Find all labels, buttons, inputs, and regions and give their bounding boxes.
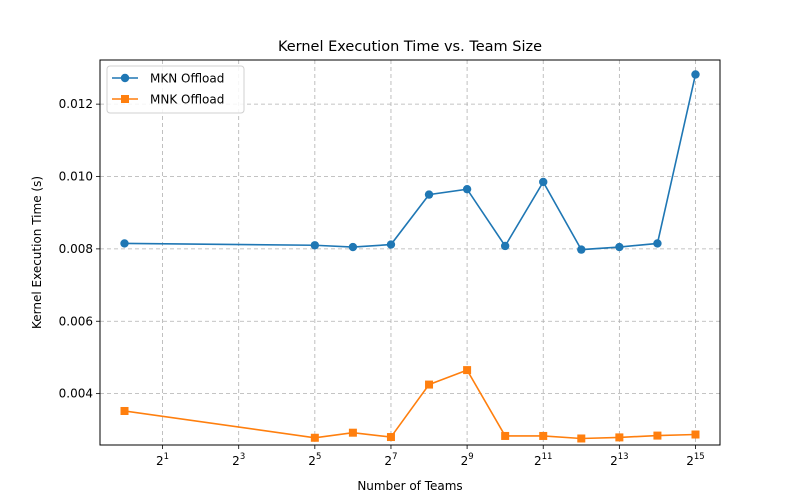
x-tick-label: 29 [461,452,474,468]
series-mkn-offload [120,70,700,254]
y-tick-label: 0.004 [59,387,93,401]
series-layer [120,70,700,443]
x-tick-label-base: 2 [384,454,392,468]
data-point [386,240,396,249]
x-tick-label: 25 [308,452,321,468]
x-tick-label-base: 2 [232,454,240,468]
ticks: 21 23 25 27 29 211 213 2150.0040.0060.0080.0100… [59,97,705,468]
data-point [425,380,434,389]
x-tick-label-base: 2 [461,454,469,468]
legend-item: MNK Offload [112,93,224,107]
series-mnk-offload [120,366,700,443]
data-point [539,431,548,440]
data-point [310,241,320,250]
legend-marker [121,95,129,103]
data-point [463,366,472,375]
data-point [120,406,129,415]
x-tick-label-base: 2 [686,454,694,468]
x-tick-label: 213 [610,452,628,468]
data-point [615,242,624,252]
data-point [120,239,129,248]
x-tick-label: 23 [232,452,245,468]
legend-item: MKN Offload [112,72,224,86]
data-point [500,241,510,251]
x-tick-label: 27 [384,452,397,468]
x-tick-label: 215 [686,452,704,468]
x-tick-label-base: 2 [156,454,164,468]
data-point [462,184,472,194]
x-tick-label-exponent: 9 [468,452,473,462]
x-tick-label-base: 2 [308,454,316,468]
data-point [310,433,319,442]
data-point [386,433,395,442]
y-tick-label: 0.010 [59,170,93,184]
data-point [539,177,548,187]
data-point [653,239,662,248]
data-point [653,431,662,440]
legend-marker [120,73,130,83]
y-tick-label: 0.006 [59,314,93,328]
legend-label: MKN Offload [150,72,224,86]
legend-label: MNK Offload [150,93,224,107]
x-tick-label-exponent: 11 [542,452,553,462]
data-point [424,190,434,199]
x-tick-label-exponent: 1 [164,452,169,462]
x-axis-label: Number of Teams [357,479,462,493]
x-tick-label-exponent: 3 [240,452,245,462]
x-tick-label-exponent: 7 [392,452,397,462]
data-point [577,434,586,443]
chart-title: Kernel Execution Time vs. Team Size [278,39,542,55]
data-point [691,430,700,439]
legend: MKN Offload MNK Offload [106,65,245,114]
series-line-mkn-offload [124,74,697,251]
data-point [348,428,357,437]
legend-box [106,65,245,114]
x-tick-label: 21 [156,452,169,468]
grid [100,60,720,445]
plot-frame [99,59,721,446]
x-tick-label-exponent: 13 [618,452,629,462]
x-tick-label-base: 2 [610,454,618,468]
data-point [691,70,700,79]
x-tick-label: 211 [534,452,552,468]
x-tick-label-base: 2 [534,454,542,468]
data-point [615,433,624,442]
x-tick-label-exponent: 15 [694,452,705,462]
data-point [501,431,510,440]
x-tick-label-exponent: 5 [316,452,321,462]
y-axis-label: Kernel Execution Time (s) [30,176,44,329]
y-tick-label: 0.008 [59,242,93,256]
series-line-mnk-offload [124,369,696,440]
data-point [348,242,358,252]
data-point [577,245,586,254]
y-tick-label: 0.012 [59,97,93,111]
